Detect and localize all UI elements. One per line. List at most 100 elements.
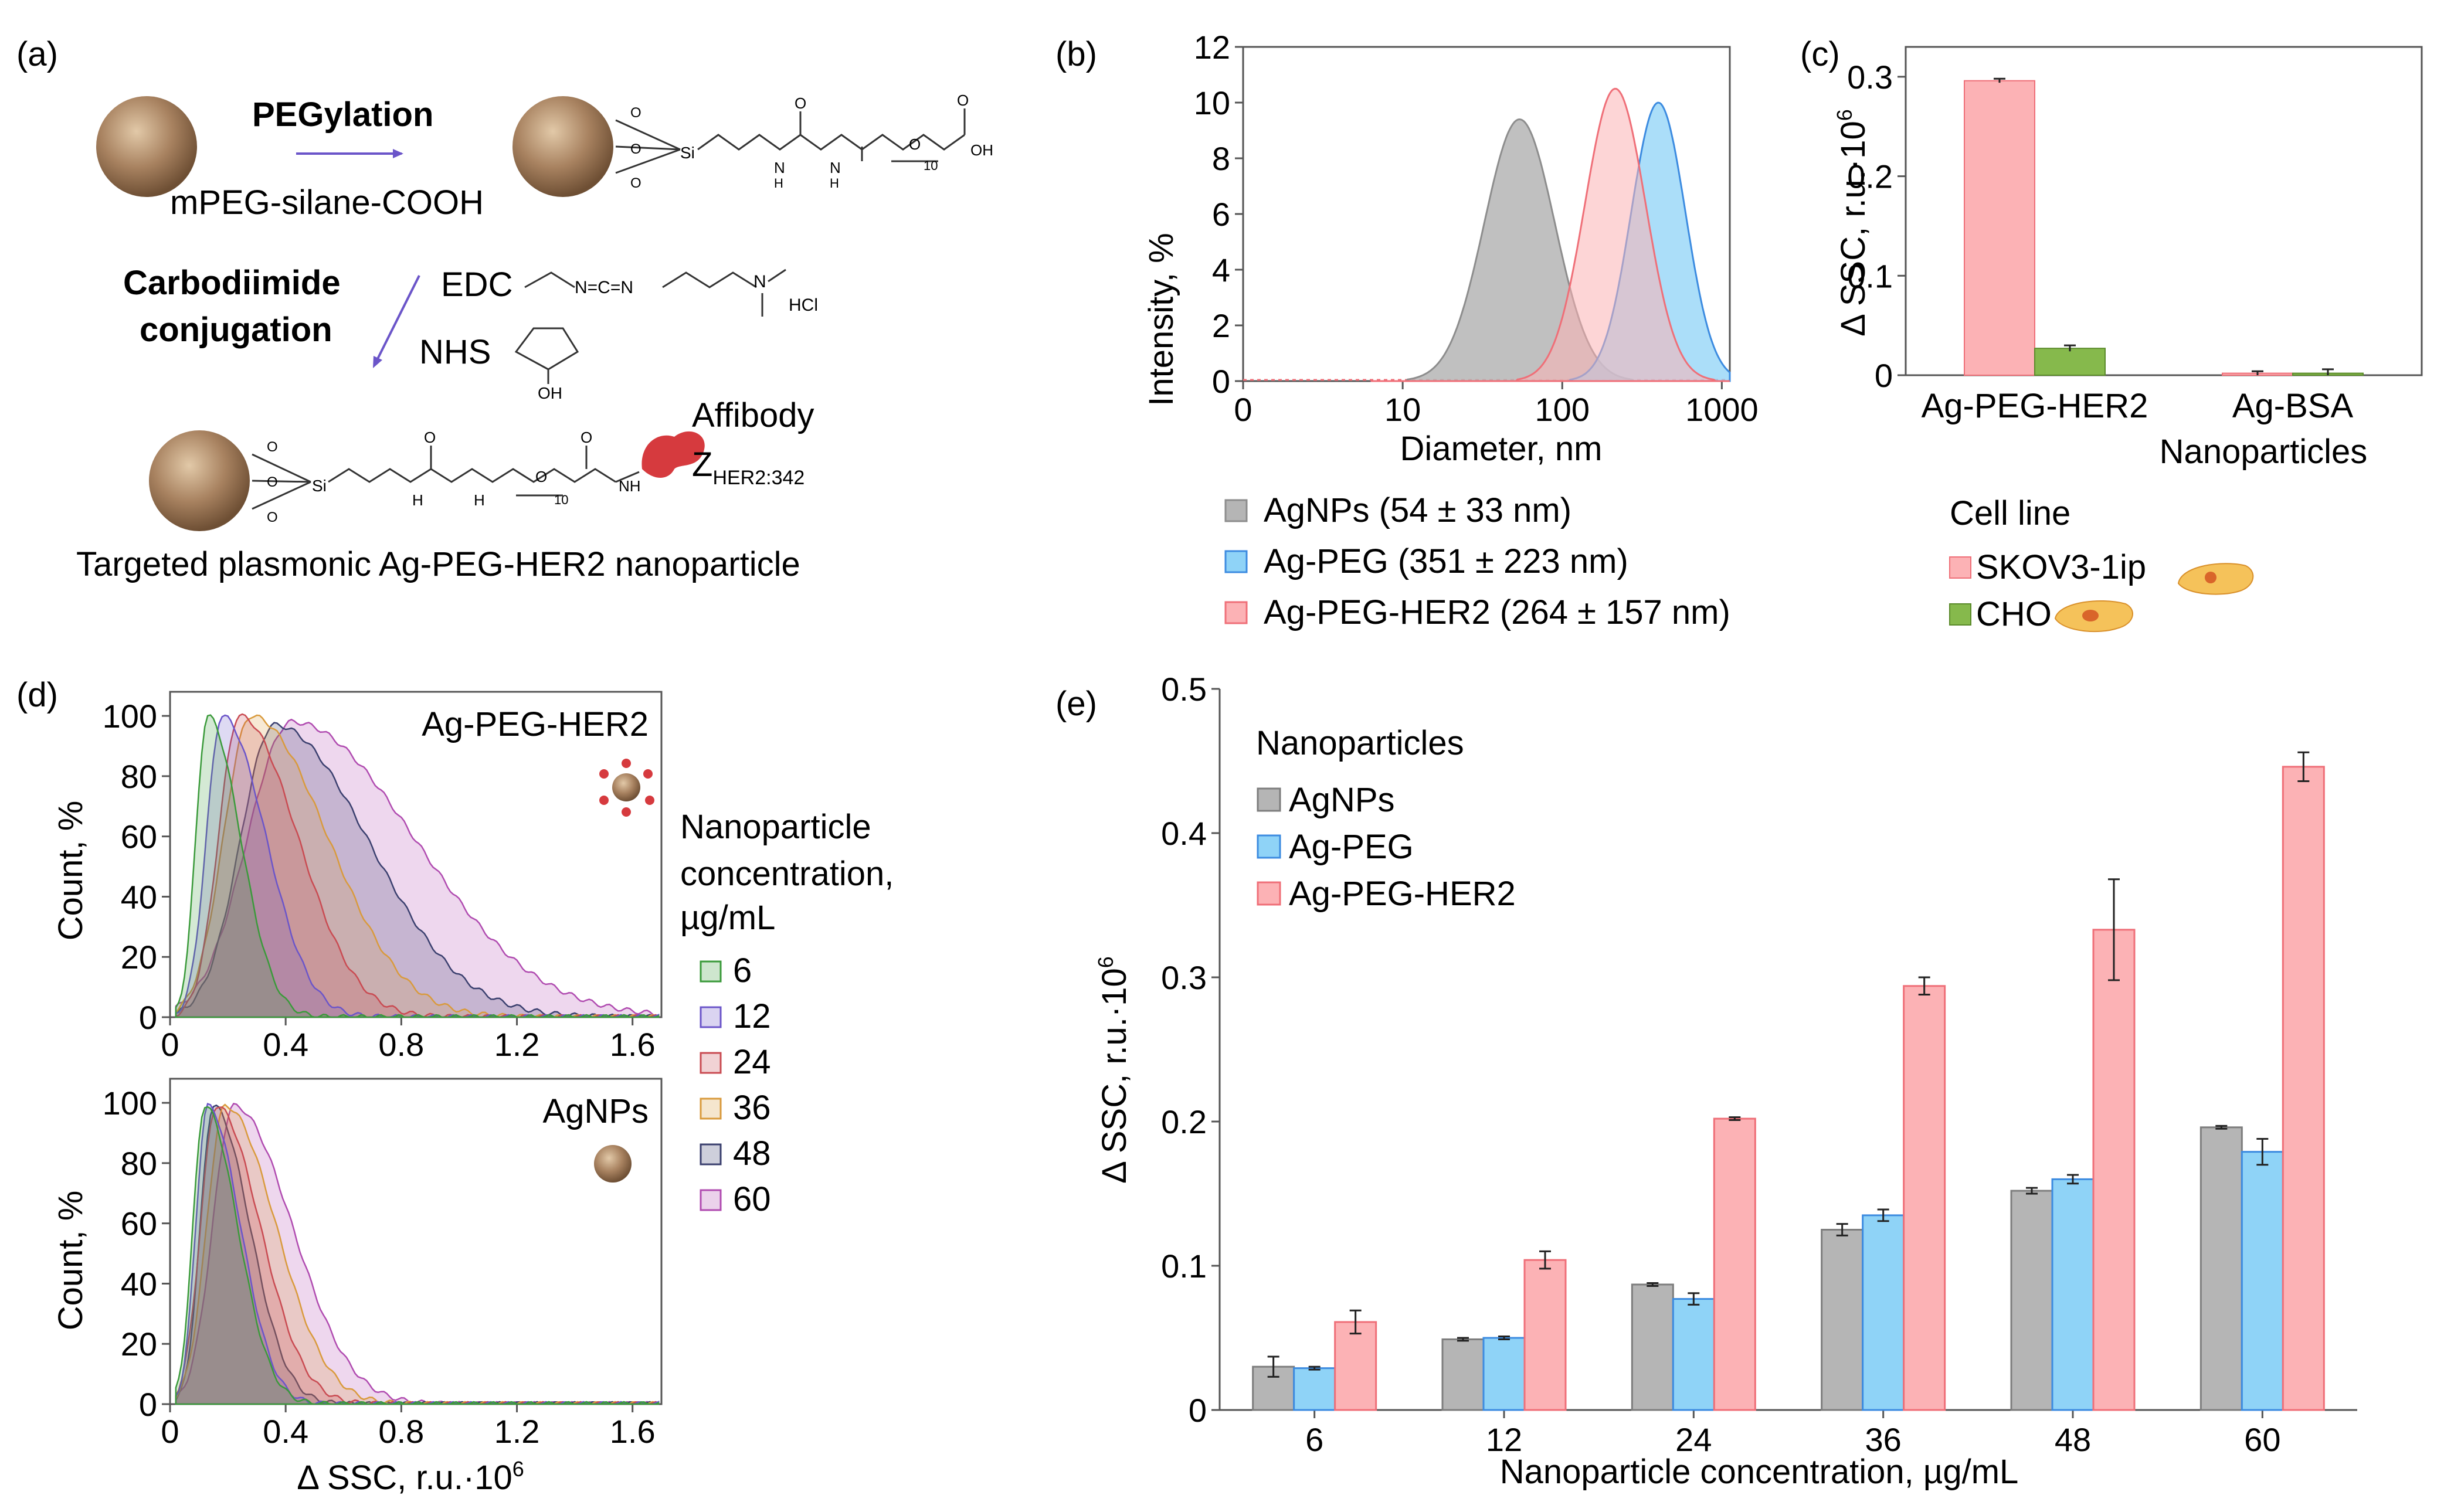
legend-swatch-cho bbox=[1949, 603, 1971, 626]
x-tick-label: 100 bbox=[1535, 391, 1590, 428]
bar-Ag-PEG-HER2-24 bbox=[1713, 1117, 1756, 1411]
silane-chain bbox=[615, 108, 966, 174]
panel-label-b: (b) bbox=[1055, 35, 1097, 73]
svg-text:OH: OH bbox=[970, 141, 993, 159]
x-tick-label: 0 bbox=[161, 1026, 179, 1063]
series-Ag-PEG-HER2 bbox=[1370, 87, 1730, 382]
x-tick-label: 0.4 bbox=[263, 1026, 308, 1063]
cell-icon bbox=[2054, 600, 2133, 633]
legend-cho: CHO bbox=[1976, 595, 2052, 633]
bar-AgNPs-12 bbox=[1441, 1338, 1485, 1411]
bar-Ag-PEG-60 bbox=[2241, 1151, 2284, 1411]
cell-icon bbox=[2177, 563, 2254, 595]
bar-AgNPs-60 bbox=[2199, 1126, 2243, 1411]
svg-text:10: 10 bbox=[924, 158, 938, 173]
legend-label-60: 60 bbox=[733, 1180, 771, 1218]
legend-swatch-36 bbox=[700, 1098, 722, 1120]
y-tick-label: 100 bbox=[103, 698, 157, 735]
svg-text:O: O bbox=[267, 439, 278, 455]
legend-d: 6 12 24 36 48 60 bbox=[700, 952, 771, 1218]
bar-Ag-PEG-HER2-12 bbox=[1523, 1259, 1567, 1411]
y-tick-label: 0.3 bbox=[1847, 59, 1893, 96]
svg-text:O: O bbox=[581, 429, 592, 446]
histogram-60 bbox=[175, 718, 660, 1018]
bar-Ag-PEG-12 bbox=[1482, 1337, 1526, 1411]
x-tick-label: 36 bbox=[1865, 1421, 1902, 1458]
axis-title-y: Δ SSC, r.u.·106 bbox=[1832, 109, 1872, 337]
bar-AgNPs-48 bbox=[2010, 1190, 2053, 1411]
bar-Ag-PEG-HER2-36 bbox=[1903, 985, 1946, 1411]
y-tick-label: 40 bbox=[121, 1265, 157, 1302]
nanoparticle-icon bbox=[96, 96, 197, 197]
axis-title-x: Nanoparticles bbox=[2160, 433, 2368, 471]
axis-title-x: Δ SSC, r.u.·106 bbox=[297, 1457, 524, 1497]
x-tick-label: 1.2 bbox=[494, 1413, 540, 1450]
svg-text:O: O bbox=[535, 468, 547, 485]
panel-label-a: (a) bbox=[16, 35, 58, 73]
y-tick-label: 0.5 bbox=[1161, 671, 1207, 708]
legend-swatch-agpeg bbox=[1257, 834, 1281, 859]
mpeg-label: mPEG-silane-COOH bbox=[170, 184, 484, 222]
legend-agpegher2: Ag-PEG-HER2 (264 ± 157 nm) bbox=[1264, 593, 1730, 631]
legend-swatch-48 bbox=[700, 1143, 722, 1166]
y-tick-label: 0 bbox=[1212, 363, 1230, 400]
nanoparticle-icon bbox=[149, 430, 250, 531]
histogram-agnps: 0 20 40 60 80 100 0 0.4 0.8 1.2 1.6 AgNPs bbox=[103, 1078, 663, 1450]
svg-text:O: O bbox=[267, 474, 278, 490]
x-tick-label: 48 bbox=[2055, 1421, 2091, 1458]
legend-swatch-agnps bbox=[1257, 787, 1281, 812]
y-tick-label: 2 bbox=[1212, 307, 1230, 344]
plot-label: AgNPs bbox=[542, 1092, 649, 1130]
y-tick-label: 80 bbox=[121, 1145, 157, 1182]
bar-CHO-Ag-PEG-HER2 bbox=[2034, 348, 2106, 376]
y-tick-label: 0 bbox=[1875, 357, 1893, 394]
y-tick-label: 12 bbox=[1194, 29, 1230, 66]
svg-text:O: O bbox=[630, 105, 641, 121]
svg-text:H: H bbox=[412, 491, 423, 509]
x-tick-label: Ag-BSA bbox=[2232, 387, 2354, 425]
svg-text:O: O bbox=[795, 94, 806, 112]
legend-swatch-agpegher2 bbox=[1257, 881, 1281, 906]
svg-text:N: N bbox=[830, 159, 841, 176]
svg-text:NH: NH bbox=[619, 477, 641, 495]
y-tick-label: 0.1 bbox=[1847, 257, 1893, 294]
y-tick-label: 60 bbox=[121, 818, 157, 855]
histogram-12 bbox=[175, 1103, 660, 1405]
nhs-label: NHS bbox=[419, 333, 491, 371]
carbodiimide-label: Carbodiimide bbox=[123, 264, 341, 302]
bar-SKOV3-1ip-Ag-PEG-HER2 bbox=[1964, 80, 2035, 376]
x-tick-label: 1.2 bbox=[494, 1026, 540, 1063]
panel-label-e: (e) bbox=[1055, 685, 1097, 723]
x-tick-label: 6 bbox=[1305, 1421, 1323, 1458]
legend-swatch-12 bbox=[700, 1006, 722, 1028]
y-tick-label: 6 bbox=[1212, 196, 1230, 233]
histogram-6 bbox=[175, 1106, 660, 1405]
x-tick-label: 1000 bbox=[1685, 391, 1759, 428]
axis-title-y: Intensity, % bbox=[1142, 233, 1180, 406]
legend-label-12: 12 bbox=[733, 997, 771, 1035]
bar-Ag-PEG-24 bbox=[1672, 1298, 1715, 1411]
legend-swatch-60 bbox=[700, 1189, 722, 1211]
zher2-label: ZHER2:342 bbox=[692, 446, 805, 489]
panel-c: (c) 0 0.1 0.2 0.3 Ag-PEG-HER2 Ag-BSA Δ SSC, r… bbox=[1800, 35, 2423, 633]
panel-label-d: (d) bbox=[16, 676, 58, 714]
y-tick-label: 60 bbox=[121, 1205, 157, 1242]
legend-title-e: Nanoparticles bbox=[1256, 724, 1464, 762]
ssc-bar-chart-c: 0 0.1 0.2 0.3 Ag-PEG-HER2 Ag-BSA bbox=[1847, 46, 2423, 425]
y-tick-label: 0 bbox=[139, 999, 157, 1036]
legend-title-d: Nanoparticle bbox=[680, 808, 871, 846]
y-tick-label: 0.4 bbox=[1161, 815, 1207, 852]
svg-text:O: O bbox=[267, 509, 278, 525]
svg-text:HCl: HCl bbox=[789, 295, 818, 315]
y-tick-label: 0 bbox=[139, 1386, 157, 1423]
x-tick-label: 12 bbox=[1486, 1421, 1522, 1458]
legend-swatch-6 bbox=[700, 960, 722, 983]
y-tick-label: 40 bbox=[121, 878, 157, 915]
axis-title-x: Diameter, nm bbox=[1400, 430, 1603, 468]
axis-title-y-bottom: Count, % bbox=[52, 1191, 90, 1331]
x-tick-label: 0.4 bbox=[263, 1413, 308, 1450]
y-tick-label: 20 bbox=[121, 939, 157, 976]
plot-label: Ag-PEG-HER2 bbox=[422, 705, 649, 743]
